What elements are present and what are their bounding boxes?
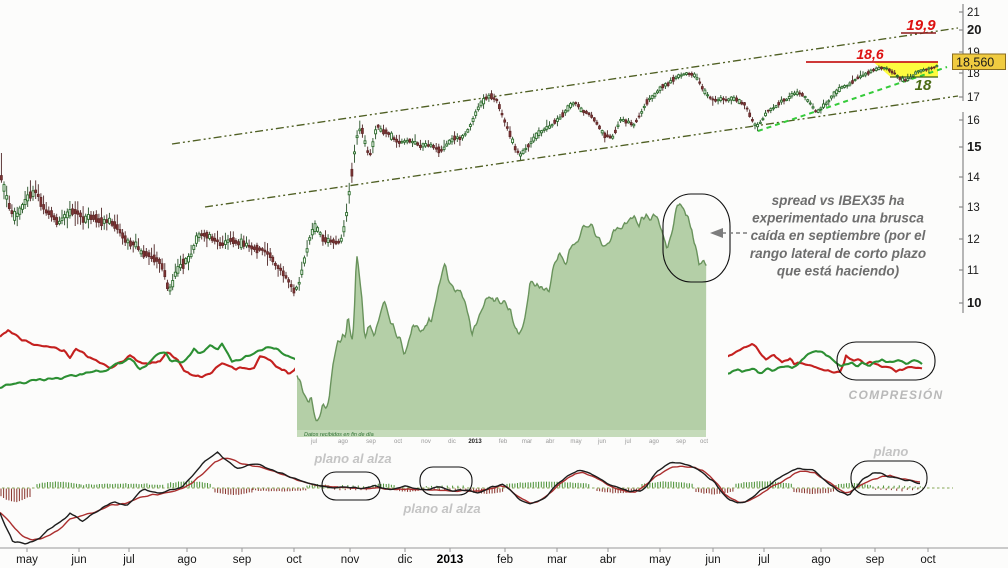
svg-text:mar: mar <box>522 439 532 445</box>
svg-text:11: 11 <box>967 265 979 277</box>
svg-text:dic: dic <box>398 554 413 566</box>
svg-text:18: 18 <box>915 77 932 94</box>
svg-text:jun: jun <box>70 554 86 566</box>
svg-text:COMPRESIÓN: COMPRESIÓN <box>848 387 943 402</box>
svg-text:jul: jul <box>624 439 631 445</box>
svg-text:17: 17 <box>967 92 980 104</box>
svg-text:sep: sep <box>866 554 885 566</box>
svg-text:sep: sep <box>366 439 376 445</box>
svg-text:nov: nov <box>421 439 431 445</box>
svg-text:may: may <box>649 554 671 566</box>
svg-text:jul: jul <box>122 554 135 566</box>
svg-text:nov: nov <box>341 554 360 566</box>
svg-text:20: 20 <box>967 22 981 37</box>
svg-text:18,560: 18,560 <box>956 56 994 70</box>
svg-text:19,9: 19,9 <box>906 17 936 34</box>
svg-text:ago: ago <box>177 554 196 566</box>
svg-text:jun: jun <box>704 554 720 566</box>
svg-text:sep: sep <box>233 554 252 566</box>
svg-text:ago: ago <box>338 439 349 445</box>
svg-text:mar: mar <box>547 554 567 566</box>
svg-text:18: 18 <box>967 68 980 80</box>
svg-text:feb: feb <box>499 439 508 445</box>
svg-text:14: 14 <box>967 172 980 184</box>
svg-text:Datos recibidos en fin de día: Datos recibidos en fin de día <box>304 432 374 438</box>
svg-text:21: 21 <box>967 7 980 19</box>
svg-text:oct: oct <box>700 439 708 445</box>
svg-text:rango lateral de corto plazo: rango lateral de corto plazo <box>750 246 926 261</box>
svg-text:feb: feb <box>497 554 513 566</box>
svg-text:2013: 2013 <box>468 439 482 445</box>
svg-text:may: may <box>16 554 38 566</box>
svg-text:que está haciendo): que está haciendo) <box>777 263 900 278</box>
svg-text:ago: ago <box>811 554 830 566</box>
svg-text:plano al alza: plano al alza <box>313 451 391 466</box>
svg-text:plano: plano <box>873 444 909 459</box>
svg-text:10: 10 <box>967 295 981 310</box>
svg-text:18,6: 18,6 <box>856 46 883 62</box>
svg-text:plano al alza: plano al alza <box>402 501 480 516</box>
svg-text:15: 15 <box>967 139 981 154</box>
svg-text:jun: jun <box>597 439 606 445</box>
svg-text:sep: sep <box>676 439 686 445</box>
svg-text:12: 12 <box>967 234 980 246</box>
svg-text:caída en septiembre (por el: caída en septiembre (por el <box>751 228 926 243</box>
svg-text:16: 16 <box>967 115 980 127</box>
svg-text:jul: jul <box>310 439 317 445</box>
svg-text:ago: ago <box>649 439 660 445</box>
svg-text:jul: jul <box>757 554 770 566</box>
svg-text:13: 13 <box>967 202 980 214</box>
svg-text:spread vs IBEX35 ha: spread vs IBEX35 ha <box>772 193 905 208</box>
svg-text:abr: abr <box>600 554 617 566</box>
svg-text:oct: oct <box>394 439 402 445</box>
svg-text:2013: 2013 <box>437 552 464 566</box>
svg-text:oct: oct <box>286 554 302 566</box>
svg-text:experimentado una brusca: experimentado una brusca <box>752 211 924 226</box>
svg-text:dic: dic <box>448 439 456 445</box>
svg-text:abr: abr <box>546 439 555 445</box>
svg-text:oct: oct <box>920 554 936 566</box>
svg-text:may: may <box>570 439 581 445</box>
